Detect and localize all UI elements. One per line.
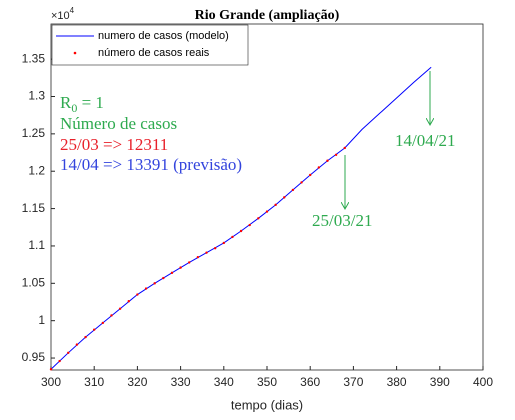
data-point [205, 251, 208, 254]
data-point [93, 328, 96, 331]
data-point [257, 217, 260, 220]
data-point [231, 235, 234, 239]
y-tick-label: 1.1 [28, 238, 45, 252]
annotations: R0 = 1 Número de casos 25/03 => 12311 14… [60, 71, 455, 230]
date-forecast: 14/04/21 [395, 131, 455, 150]
forecast-annotation: 14/04 => 13391 (previsão) [60, 155, 242, 174]
data-point [144, 287, 148, 290]
data-point [188, 261, 191, 264]
y-tick-label: 1 [38, 313, 45, 327]
data-point [300, 181, 303, 184]
x-tick-label: 320 [127, 375, 147, 389]
data-point [291, 188, 295, 192]
data-point [265, 210, 269, 213]
y-tick-label: 1.3 [28, 89, 45, 103]
legend: numero de casos (modelo) número de casos … [51, 24, 249, 66]
y-multiplier: ×104 [51, 6, 75, 22]
data-point [239, 229, 243, 233]
data-point [326, 159, 329, 162]
x-tick-label: 360 [300, 375, 320, 389]
x-tick-label: 390 [430, 375, 450, 389]
x-axis-label: tempo (dias) [231, 397, 303, 412]
data-point [222, 241, 225, 245]
data-point [334, 153, 338, 156]
data-point [274, 203, 277, 207]
y-tick-label: 1.05 [22, 275, 46, 289]
data-point [136, 293, 139, 296]
data-point [309, 173, 312, 177]
data-point [84, 335, 87, 339]
axes-box [50, 23, 484, 371]
data-point [127, 300, 130, 303]
data-point [179, 266, 182, 269]
legend-box [51, 24, 249, 66]
data-point [58, 359, 61, 363]
legend-label: numero de casos (modelo) [98, 30, 229, 42]
y-tick-label: 1.15 [22, 201, 46, 215]
data-point [213, 246, 217, 250]
y-tick-label: 1.25 [22, 126, 46, 140]
data-point [49, 368, 53, 371]
y-tick-label: 1.35 [22, 51, 46, 65]
data-point [317, 166, 321, 169]
x-tick-label: 300 [41, 375, 61, 389]
x-tick-label: 340 [214, 375, 234, 389]
x-tick-label: 330 [171, 375, 191, 389]
data-point [283, 196, 286, 199]
data-point [101, 321, 105, 325]
data-point [153, 282, 156, 285]
data-point [118, 307, 122, 310]
data-point [110, 314, 113, 317]
data-point [196, 255, 200, 259]
r0-annotation: R0 = 1 [60, 93, 104, 115]
x-tick-label: 310 [84, 375, 104, 389]
x-tick-label: 370 [343, 375, 363, 389]
model-line [50, 66, 432, 370]
y-tick-label: 1.2 [28, 163, 45, 177]
data-point [170, 271, 174, 275]
x-tick-label: 400 [473, 375, 493, 389]
chart-title: Rio Grande (ampliação) [195, 8, 340, 23]
real-annotation: 25/03 => 12311 [60, 135, 168, 154]
x-tick-label: 380 [387, 375, 407, 389]
data-point [75, 343, 79, 346]
data-point [248, 223, 251, 227]
data-point [343, 146, 346, 150]
legend-swatch [73, 51, 77, 55]
data-point [162, 276, 165, 280]
x-tick-label: 350 [257, 375, 277, 389]
heading-annotation: Número de casos [60, 114, 177, 133]
data-point [67, 351, 70, 355]
y-tick-label: 0.95 [22, 350, 46, 364]
legend-label: número de casos reais [98, 47, 210, 59]
date-real: 25/03/21 [312, 211, 372, 230]
